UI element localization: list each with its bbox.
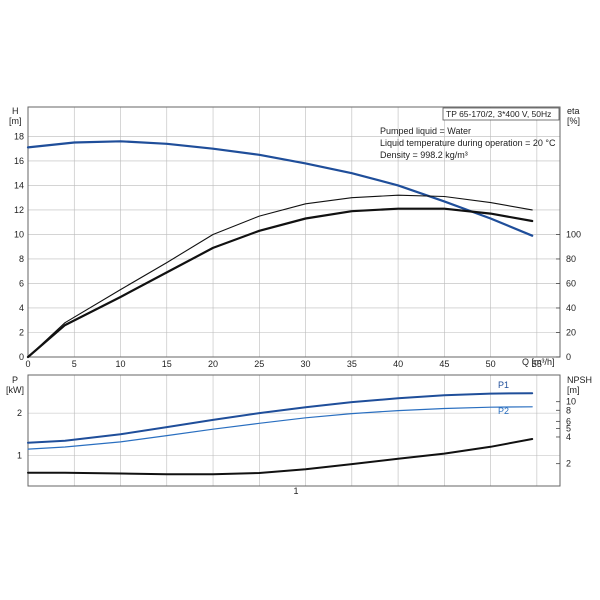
npsh-tick-label: 8 (566, 405, 571, 415)
npsh-tick-label: 2 (566, 459, 571, 469)
series-label-p1: P1 (498, 380, 509, 390)
npsh-axis-title: NPSH (567, 375, 592, 385)
eta-tick-label: 40 (566, 303, 576, 313)
top-chart-tick-labels: 0 5 10 15 20 25 30 35 40 45 50 55 0 2 4 6 8 10 12 14 16 18 0 20… (14, 131, 581, 369)
x-tick-label: 0 (25, 359, 30, 369)
npsh-curve (27, 438, 534, 476)
p-axis-title: P (12, 375, 18, 385)
h-tick-label: 12 (14, 205, 24, 215)
power-p1-curve (27, 392, 534, 444)
bottom-chart-series: P1 P2 (27, 380, 534, 476)
info-box-title-frame (442, 107, 560, 121)
h-tick-label: 6 (19, 278, 24, 288)
npsh-tick-label: 5 (566, 423, 571, 433)
top-chart-series (26, 140, 534, 359)
bottom-chart-frame (27, 374, 561, 487)
eta-axis-title: eta (567, 106, 580, 116)
info-box-title: TP 65-170/2, 3*400 V, 50Hz (446, 109, 551, 119)
top-chart-frame (27, 106, 561, 358)
h-tick-label: 4 (19, 303, 24, 313)
info-line-liquid: Pumped liquid = Water (380, 126, 471, 136)
x-tick-label: 35 (347, 359, 357, 369)
x-tick-label: 50 (486, 359, 496, 369)
p-axis-unit: [kW] (6, 385, 24, 395)
x-tick-label: 45 (439, 359, 449, 369)
q-axis-label: Q [m³/h] (522, 357, 555, 367)
npsh-axis-unit: [m] (567, 385, 580, 395)
h-tick-label: 10 (14, 229, 24, 239)
npsh-tick-label: 4 (566, 432, 571, 442)
h-tick-label: 14 (14, 180, 24, 190)
p-tick-label: 1 (17, 450, 22, 460)
h-tick-label: 8 (19, 254, 24, 264)
x-tick-label: 10 (116, 359, 126, 369)
h-axis-unit: [m] (9, 116, 22, 126)
bottom-x-tick-label: 1 (293, 486, 298, 496)
h-tick-label: 16 (14, 156, 24, 166)
h-axis-title: H (12, 106, 19, 116)
h-tick-label: 2 (19, 327, 24, 337)
eta-tick-label: 60 (566, 278, 576, 288)
x-tick-label: 5 (72, 359, 77, 369)
eta-tick-label: 20 (566, 327, 576, 337)
info-line-temperature: Liquid temperature during operation = 20… (380, 138, 556, 148)
npsh-tick-label: 6 (566, 416, 571, 426)
eta-tick-label: 80 (566, 254, 576, 264)
h-tick-label: 18 (14, 131, 24, 141)
efficiency-curve-bold (26, 207, 534, 359)
power-p2-curve (27, 406, 533, 450)
x-tick-label: 20 (208, 359, 218, 369)
h-tick-label: 0 (19, 352, 24, 362)
head-curve (26, 140, 534, 237)
x-tick-label: 40 (393, 359, 403, 369)
info-box: TP 65-170/2, 3*400 V, 50Hz Pumped liquid… (380, 107, 560, 160)
x-tick-label: 15 (162, 359, 172, 369)
x-tick-label: 30 (301, 359, 311, 369)
x-tick-label: 55 (532, 359, 542, 369)
eta-axis-unit: [%] (567, 116, 580, 126)
p-tick-label: 2 (17, 408, 22, 418)
efficiency-curve (27, 194, 533, 358)
eta-tick-label: 0 (566, 352, 571, 362)
series-label-p2: P2 (498, 406, 509, 416)
info-line-density: Density = 998.2 kg/m³ (380, 150, 468, 160)
eta-tick-label: 100 (566, 229, 581, 239)
x-tick-label: 25 (254, 359, 264, 369)
npsh-tick-label: 10 (566, 397, 576, 407)
